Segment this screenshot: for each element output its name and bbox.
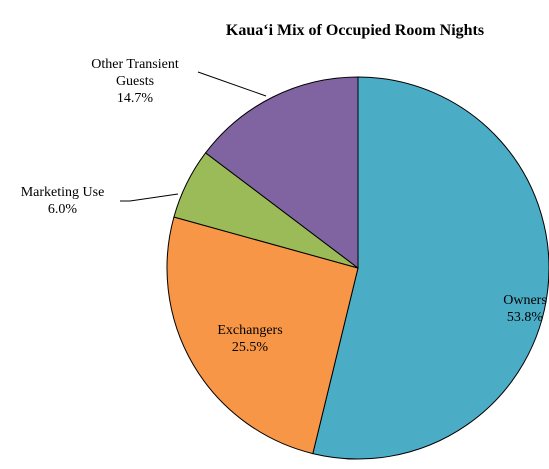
leader-line	[197, 71, 267, 97]
slice-label: Other Transient Guests	[91, 57, 179, 89]
slice-value: 53.8%	[506, 310, 544, 325]
slice-value: 25.5%	[231, 340, 269, 355]
leader-line	[129, 193, 179, 202]
pie-slice	[312, 76, 549, 460]
slice-label: Marketing Use	[20, 185, 105, 200]
slice-value: 6.0%	[47, 202, 78, 217]
chart-title: Kaua‘i Mix of Occupied Room Nights	[225, 22, 485, 39]
pie-slice	[204, 76, 359, 270]
slice-label: Exchangers	[217, 323, 283, 338]
slice-value: 14.7%	[116, 91, 154, 106]
slice-label: Owners	[503, 293, 547, 308]
pie-slice	[166, 216, 359, 455]
